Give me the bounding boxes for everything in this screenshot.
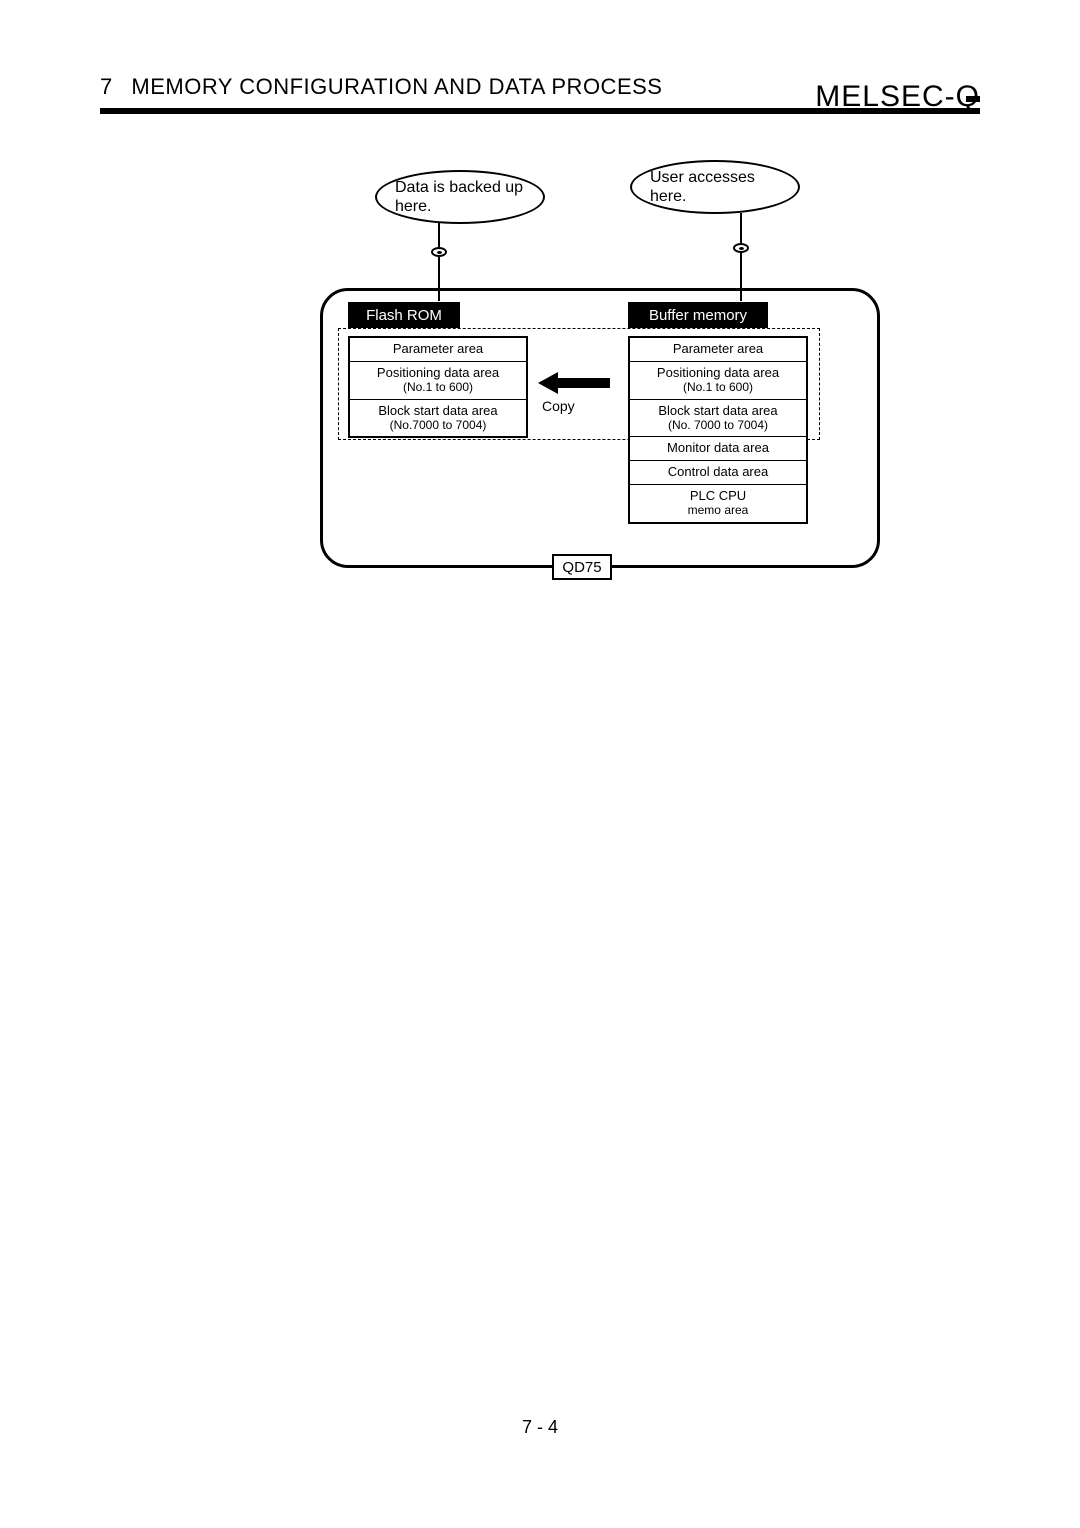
- cell-title: Block start data area: [658, 403, 777, 418]
- flash-rom-cell: Positioning data area (No.1 to 600): [350, 361, 526, 399]
- cell-title: Parameter area: [673, 341, 763, 356]
- cell-title: Positioning data area: [377, 365, 499, 380]
- callout-user-access-text: User accesses here.: [650, 168, 780, 206]
- copy-arrow-icon: [538, 372, 610, 394]
- buffer-memory-cell: PLC CPU memo area: [630, 484, 806, 522]
- callout-backup: Data is backed up here.: [375, 170, 545, 224]
- cell-sub: (No. 7000 to 7004): [632, 419, 804, 433]
- qd75-label-text: QD75: [562, 559, 601, 576]
- buffer-memory-cell: Block start data area (No. 7000 to 7004): [630, 399, 806, 437]
- cell-sub: (No.7000 to 7004): [352, 419, 524, 433]
- cell-title: PLC CPU: [690, 488, 746, 503]
- pointer-head-right: [733, 243, 749, 253]
- chapter-line: 7 MEMORY CONFIGURATION AND DATA PROCESS: [100, 74, 662, 100]
- flash-rom-header: Flash ROM: [348, 302, 460, 328]
- cell-sub: (No.1 to 600): [632, 381, 804, 395]
- arrow-shaft-icon: [556, 378, 610, 388]
- buffer-memory-header: Buffer memory: [628, 302, 768, 328]
- cell-title: Parameter area: [393, 341, 483, 356]
- cell-title: Control data area: [668, 464, 768, 479]
- header-tick: [966, 96, 980, 102]
- cell-title: Block start data area: [378, 403, 497, 418]
- buffer-memory-stack: Parameter area Positioning data area (No…: [628, 336, 808, 524]
- memory-diagram: Data is backed up here. User accesses he…: [320, 160, 880, 590]
- flash-rom-cell: Block start data area (No.7000 to 7004): [350, 399, 526, 437]
- cell-sub: (No.1 to 600): [352, 381, 524, 395]
- buffer-memory-cell: Parameter area: [630, 338, 806, 361]
- buffer-memory-cell: Positioning data area (No.1 to 600): [630, 361, 806, 399]
- flash-rom-stack: Parameter area Positioning data area (No…: [348, 336, 528, 438]
- copy-label: Copy: [542, 398, 575, 414]
- page-number: 7 - 4: [0, 1417, 1080, 1438]
- qd75-label: QD75: [552, 554, 612, 580]
- callout-user-access: User accesses here.: [630, 160, 800, 214]
- header-rule: [100, 108, 980, 114]
- buffer-memory-cell: Control data area: [630, 460, 806, 484]
- cell-title: Monitor data area: [667, 440, 769, 455]
- arrow-head-icon: [538, 372, 558, 394]
- callout-backup-text: Data is backed up here.: [395, 178, 525, 216]
- buffer-memory-cell: Monitor data area: [630, 436, 806, 460]
- chapter-number: 7: [100, 74, 113, 100]
- flash-rom-header-text: Flash ROM: [366, 307, 442, 324]
- cell-title: Positioning data area: [657, 365, 779, 380]
- page: 7 MEMORY CONFIGURATION AND DATA PROCESS …: [0, 0, 1080, 1528]
- cell-sub: memo area: [632, 504, 804, 518]
- buffer-memory-header-text: Buffer memory: [649, 307, 747, 324]
- chapter-title: MEMORY CONFIGURATION AND DATA PROCESS: [131, 74, 662, 99]
- pointer-head-left: [431, 247, 447, 257]
- flash-rom-cell: Parameter area: [350, 338, 526, 361]
